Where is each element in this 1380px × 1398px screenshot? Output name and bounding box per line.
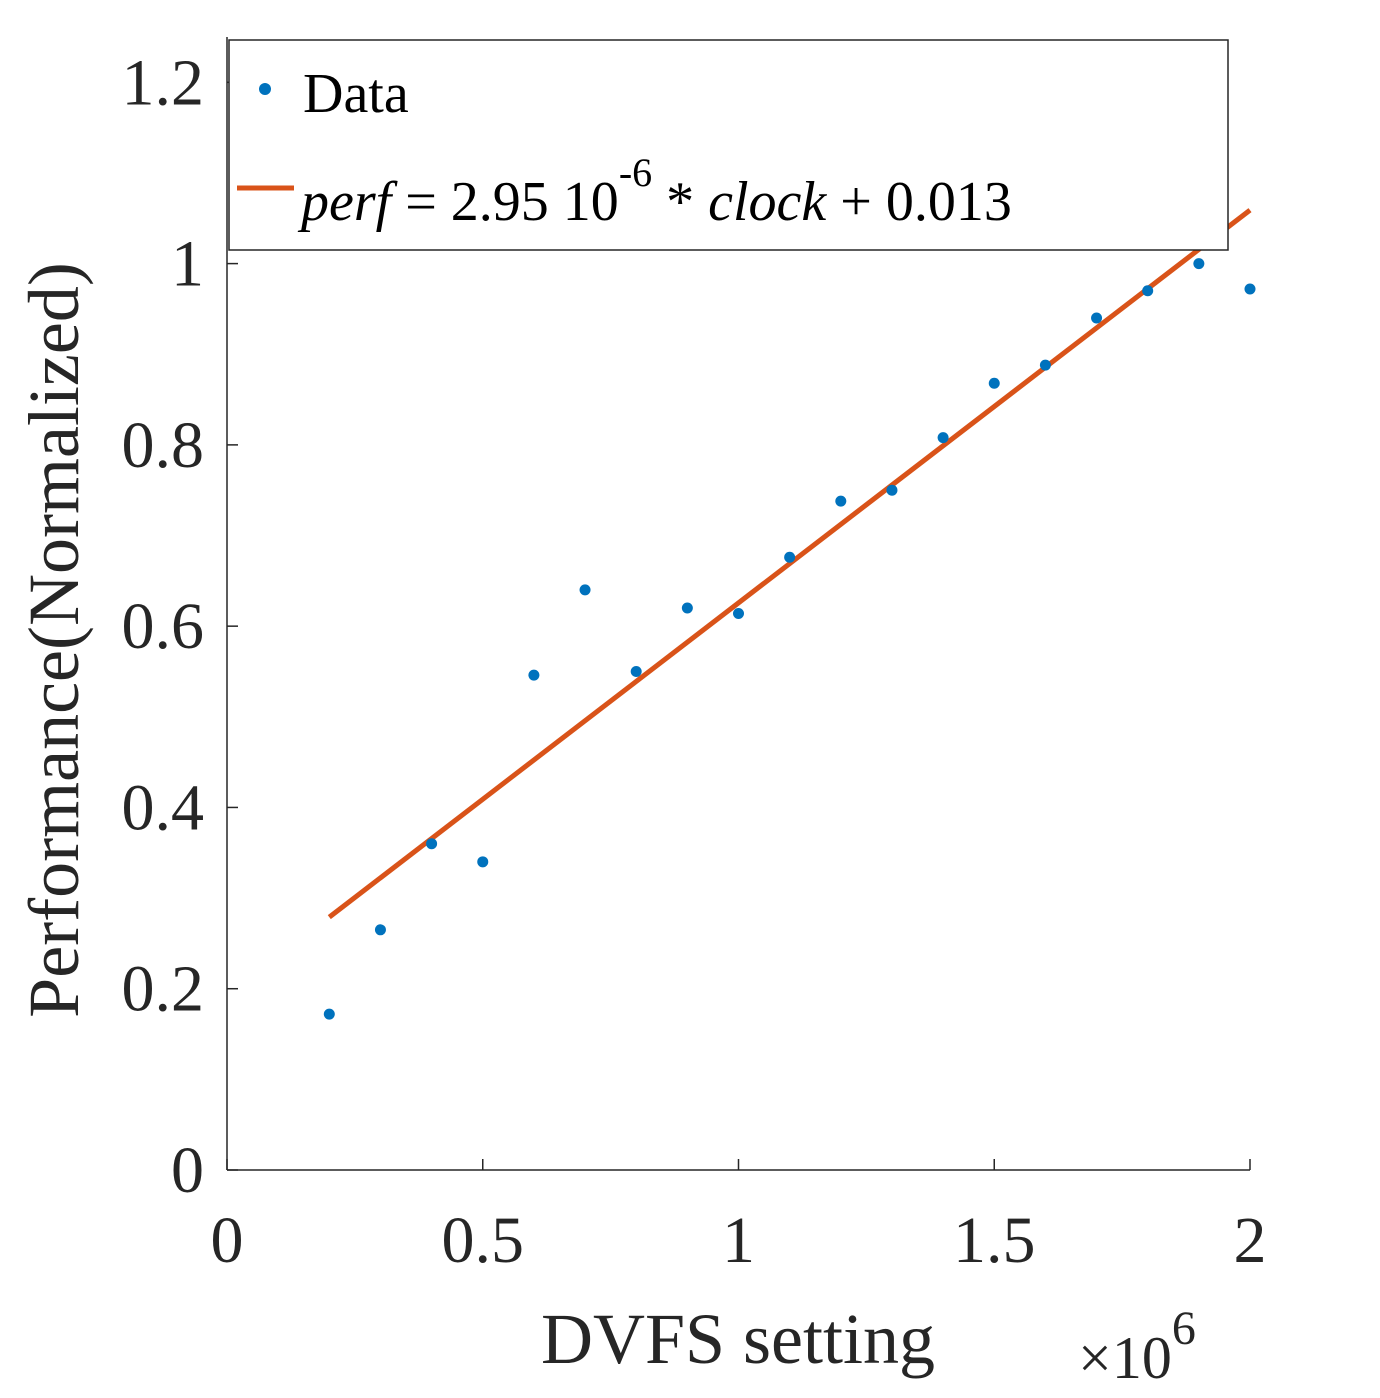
legend-box	[228, 39, 1229, 251]
data-point	[323, 1008, 335, 1020]
x-tick-label: 1	[722, 1204, 755, 1277]
x-axis-multiplier: ×106	[1078, 1302, 1196, 1391]
data-point	[1091, 312, 1103, 324]
legend-fit-eq: = 2.95 10	[391, 171, 619, 233]
x-axis-ticks: 0 0.5 1 1.5 2	[211, 1159, 1267, 1277]
data-point	[988, 377, 1000, 389]
x-multiplier-exponent: 6	[1172, 1302, 1196, 1355]
y-axis-label: Performance(Normalized)	[14, 262, 94, 1018]
data-point	[1039, 359, 1051, 371]
x-axis-label: DVFS setting	[541, 1299, 935, 1379]
legend-data-marker	[259, 83, 271, 95]
data-point	[477, 856, 489, 868]
data-point	[579, 584, 591, 596]
data-point	[681, 602, 693, 614]
legend: Data perf = 2.95 10-6 * clock + 0.013	[228, 39, 1229, 251]
data-point	[1142, 285, 1154, 297]
y-tick-label: 0.2	[122, 953, 205, 1026]
legend-fit-var-clock: clock	[708, 171, 827, 233]
y-tick-label: 0.6	[122, 590, 205, 663]
legend-data-label: Data	[303, 63, 409, 125]
data-point	[784, 551, 796, 563]
legend-fit-tail: + 0.013	[826, 171, 1012, 233]
x-tick-label: 2	[1234, 1204, 1267, 1277]
y-tick-label: 1	[171, 228, 204, 301]
x-tick-label: 0	[211, 1204, 244, 1277]
data-point	[1193, 258, 1205, 270]
data-point	[937, 432, 949, 444]
data-point	[733, 607, 744, 619]
data-point	[374, 924, 386, 936]
x-tick-label: 1.5	[953, 1204, 1036, 1277]
data-point	[426, 838, 438, 850]
data-point	[630, 665, 642, 677]
x-multiplier-base: ×10	[1078, 1325, 1172, 1391]
y-tick-label: 0	[171, 1134, 204, 1207]
legend-fit-sup: -6	[619, 150, 652, 195]
legend-fit-mul: *	[652, 171, 708, 233]
plot-area	[323, 208, 1256, 1020]
y-axis-ticks: 0 0.2 0.4 0.6 0.8 1 1.2	[122, 46, 238, 1207]
data-point	[1244, 283, 1256, 295]
y-tick-label: 0.4	[122, 771, 205, 844]
x-tick-label: 0.5	[442, 1204, 525, 1277]
data-point	[835, 495, 847, 507]
fit-line	[327, 208, 1252, 920]
data-point	[528, 669, 540, 681]
y-tick-label: 0.8	[122, 409, 205, 482]
y-tick-label: 1.2	[122, 46, 205, 119]
data-point	[886, 484, 898, 496]
legend-fit-label: perf = 2.95 10-6 * clock + 0.013	[297, 150, 1012, 233]
legend-fit-var-perf: perf	[297, 171, 399, 233]
